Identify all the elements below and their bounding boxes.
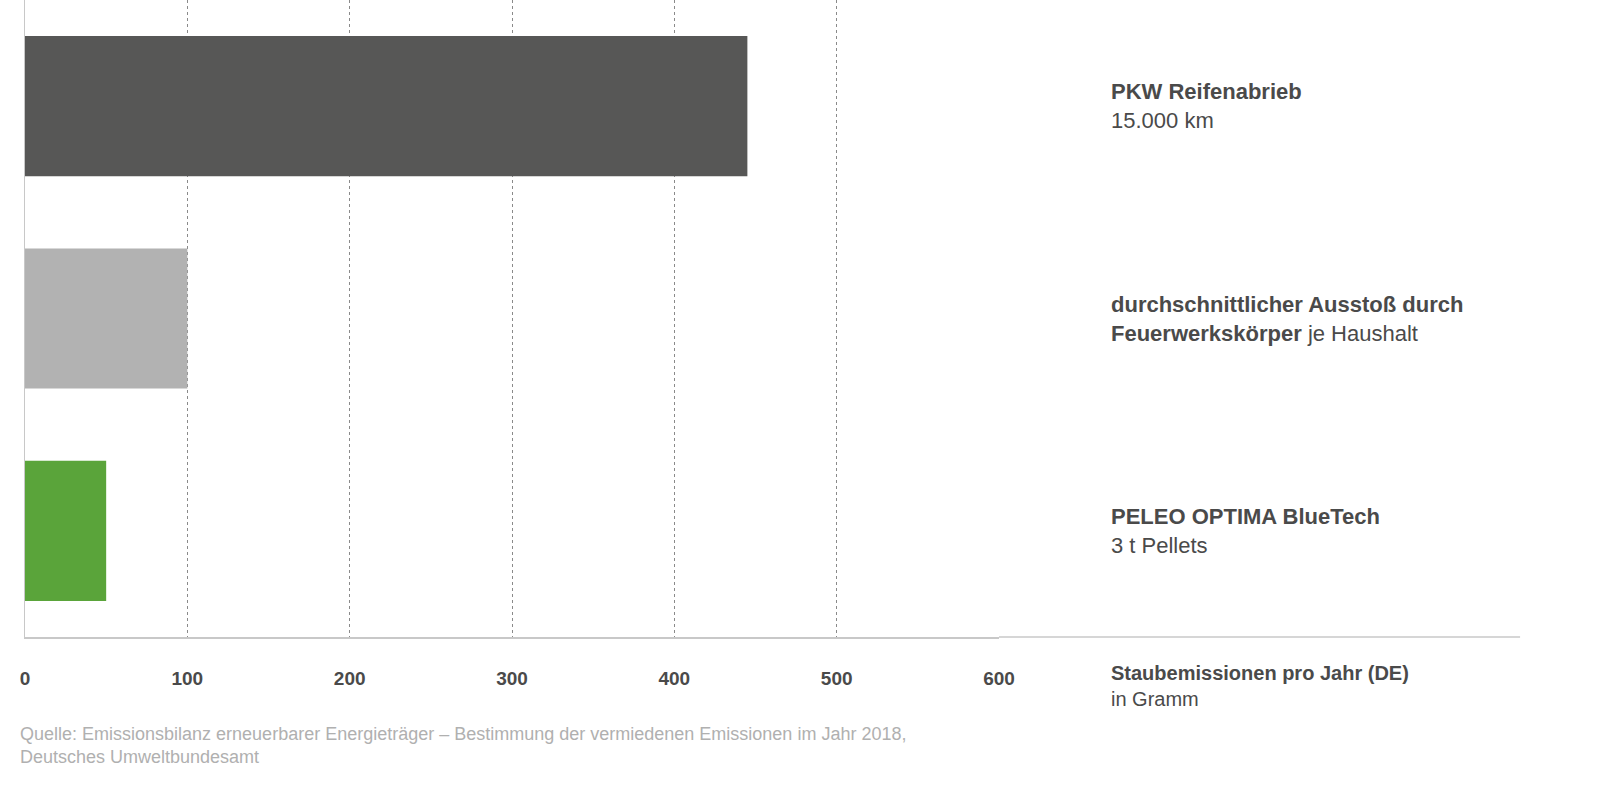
svg-text:Quelle: Emissionsbilanz erneue: Quelle: Emissionsbilanz erneuerbarer Ene… bbox=[20, 724, 906, 767]
svg-text:PELEO OPTIMA BlueTech3 t Pelle: PELEO OPTIMA BlueTech3 t Pellets bbox=[1111, 504, 1380, 558]
svg-text:300: 300 bbox=[496, 668, 528, 689]
svg-text:Staubemissionen pro Jahr (DE)i: Staubemissionen pro Jahr (DE)in Gramm bbox=[1111, 662, 1409, 710]
svg-text:durchschnittlicher Ausstoß dur: durchschnittlicher Ausstoß durchFeuerwer… bbox=[1111, 292, 1463, 346]
svg-text:200: 200 bbox=[334, 668, 366, 689]
svg-text:0: 0 bbox=[20, 668, 31, 689]
svg-text:600: 600 bbox=[983, 668, 1015, 689]
svg-text:500: 500 bbox=[821, 668, 853, 689]
svg-text:400: 400 bbox=[658, 668, 690, 689]
svg-text:100: 100 bbox=[171, 668, 203, 689]
svg-text:PKW Reifenabrieb15.000 km: PKW Reifenabrieb15.000 km bbox=[1111, 79, 1302, 133]
